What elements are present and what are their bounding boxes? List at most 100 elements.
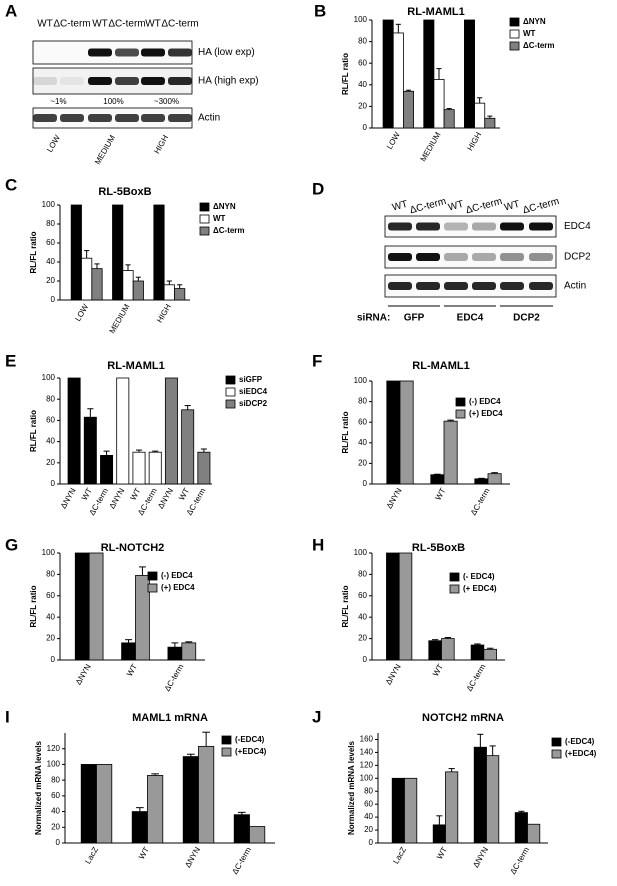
x-tick-label: WT xyxy=(177,486,191,501)
blot-panel xyxy=(384,245,557,269)
y-tick-label: 40 xyxy=(46,257,55,266)
x-tick-label: ΔNYN xyxy=(385,486,404,510)
group-label: HIGH xyxy=(152,133,170,155)
y-tick-label: 40 xyxy=(358,80,367,89)
x-tick-label: ΔNYN xyxy=(74,662,93,686)
group-label: MEDIUM xyxy=(93,133,117,166)
bar xyxy=(132,451,146,485)
legend-swatch xyxy=(199,226,210,236)
bar xyxy=(249,826,266,844)
legend-label: siEDC4 xyxy=(239,387,268,396)
blot-band xyxy=(168,114,192,122)
legend-label: siGFP xyxy=(239,375,263,384)
y-tick-label: 120 xyxy=(360,760,374,769)
y-tick-label: 60 xyxy=(358,58,367,67)
blot-band xyxy=(472,282,496,290)
panel-letter: A xyxy=(5,1,17,20)
y-tick-label: 20 xyxy=(46,276,55,285)
chart-title: RL-MAML1 xyxy=(107,360,164,372)
legend-swatch xyxy=(225,387,236,397)
x-tick-label: ΔC-term xyxy=(465,662,488,693)
legend-label: siDCP2 xyxy=(239,399,268,408)
x-tick-label: LacZ xyxy=(83,845,100,865)
bar xyxy=(181,409,195,485)
y-axis-label: RL/FL ratio xyxy=(341,53,350,95)
group-label: EDC4 xyxy=(457,313,484,324)
lane-label: WT xyxy=(92,19,108,30)
blot-band xyxy=(141,114,165,122)
bar xyxy=(514,812,528,844)
legend-label: ΔNYN xyxy=(523,17,546,26)
y-tick-label: 80 xyxy=(46,570,55,579)
chart-title: RL-5BoxB xyxy=(98,186,151,198)
y-tick-label: 100 xyxy=(42,373,56,382)
y-tick-label: 20 xyxy=(358,459,367,468)
y-axis-label: Normalized mRNA levels xyxy=(34,740,43,835)
legend-swatch xyxy=(199,214,210,224)
bar xyxy=(486,755,500,844)
legend-label: (+) EDC4 xyxy=(469,409,503,418)
blot-panel xyxy=(384,215,557,238)
bar xyxy=(404,777,418,844)
legend-swatch xyxy=(455,409,466,419)
bar xyxy=(121,642,136,661)
x-tick-label: ΔNYN xyxy=(183,845,202,869)
legend-swatch xyxy=(449,572,460,582)
chart-title: RL-MAML1 xyxy=(407,6,464,18)
y-tick-label: 100 xyxy=(42,200,56,209)
bar xyxy=(74,552,90,661)
legend-label: (+EDC4) xyxy=(565,749,597,758)
legend-label: ΔC-term xyxy=(213,226,245,235)
bar xyxy=(164,377,178,485)
bar xyxy=(122,270,134,301)
x-tick-label: ΔC-term xyxy=(230,845,253,876)
row-label: HA (high exp) xyxy=(198,76,259,87)
group-label: DCP2 xyxy=(513,313,540,324)
y-tick-label: 100 xyxy=(354,15,368,24)
legend-label: (- EDC4) xyxy=(463,572,495,581)
lane-label: ΔC-term xyxy=(409,196,448,216)
y-tick-label: 0 xyxy=(56,838,61,847)
bar xyxy=(464,19,475,129)
y-tick-label: 80 xyxy=(364,786,373,795)
y-axis-label: RL/FL ratio xyxy=(29,410,38,452)
y-tick-label: 40 xyxy=(46,612,55,621)
x-tick-label: WT xyxy=(80,486,94,501)
y-tick-label: 80 xyxy=(46,394,55,403)
y-tick-label: 0 xyxy=(51,479,56,488)
x-tick-label: HIGH xyxy=(465,130,483,152)
legend-swatch xyxy=(147,571,158,581)
y-tick-label: 100 xyxy=(354,548,368,557)
legend-swatch xyxy=(221,747,232,757)
blot-band xyxy=(115,48,139,57)
y-tick-label: 60 xyxy=(364,799,373,808)
y-tick-label: 60 xyxy=(358,591,367,600)
blot-band xyxy=(529,282,553,290)
y-tick-label: 0 xyxy=(363,479,368,488)
level-label: ~300% xyxy=(154,97,179,106)
bar xyxy=(473,746,487,844)
y-tick-label: 0 xyxy=(363,123,368,132)
legend-label: (-) EDC4 xyxy=(469,397,501,406)
panel-letter: D xyxy=(312,179,324,198)
panel-letter: F xyxy=(312,351,322,370)
lane-label: WT xyxy=(37,19,53,30)
bar xyxy=(91,268,103,301)
bar xyxy=(88,552,104,661)
y-tick-label: 0 xyxy=(363,655,368,664)
lane-label: ΔC-term xyxy=(161,19,198,30)
blot-panel xyxy=(32,67,193,95)
y-tick-label: 40 xyxy=(358,612,367,621)
legend-swatch xyxy=(221,735,232,745)
bar xyxy=(163,284,175,301)
y-tick-label: 0 xyxy=(369,838,374,847)
y-axis-label: RL/FL ratio xyxy=(29,231,38,273)
bar xyxy=(148,451,162,485)
blot-band xyxy=(60,77,84,85)
legend-swatch xyxy=(551,749,562,759)
legend-label: (-EDC4) xyxy=(235,735,265,744)
bar xyxy=(135,575,150,661)
bar xyxy=(392,32,404,129)
panel-letter: I xyxy=(5,707,10,726)
